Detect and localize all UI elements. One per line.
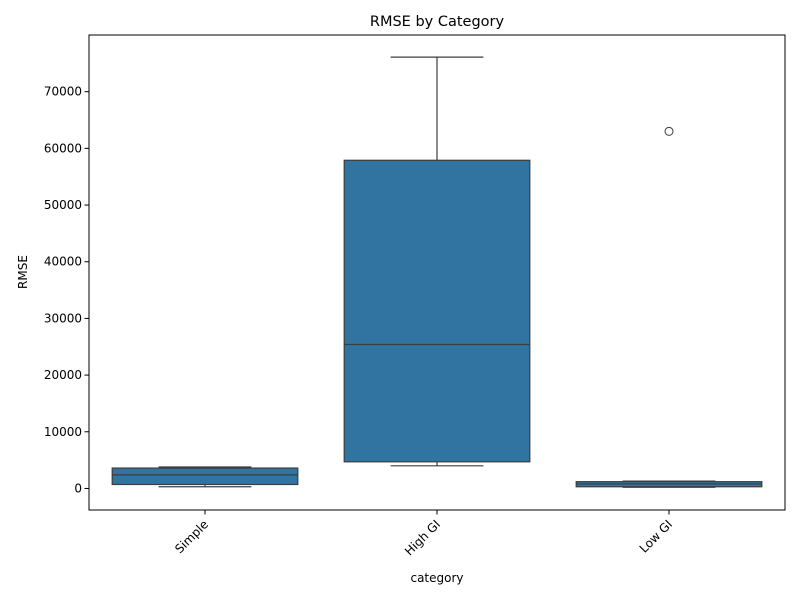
x-tick-label: High GI: [402, 517, 443, 558]
y-axis: 0 10000 20000 30000 40000 50000 60000 70000: [44, 85, 89, 495]
y-tick-label: 60000: [44, 141, 82, 155]
box-high-gi: [343, 56, 531, 467]
y-tick-label: 40000: [44, 255, 82, 269]
y-tick-label: 10000: [44, 425, 82, 439]
y-tick-label: 50000: [44, 198, 82, 212]
plot-area: [111, 56, 763, 488]
y-tick-label: 30000: [44, 311, 82, 325]
x-axis-label: category: [410, 571, 463, 585]
y-axis-label: RMSE: [16, 255, 30, 289]
y-tick-label: 20000: [44, 368, 82, 382]
outlier-point: [664, 126, 674, 136]
x-tick-label: Low GI: [637, 517, 675, 555]
y-tick-label: 70000: [44, 85, 82, 99]
y-tick-label: 0: [74, 481, 82, 495]
iqr-box: [343, 159, 531, 463]
chart-title: RMSE by Category: [370, 14, 505, 30]
x-axis: Simple High GI Low GI: [172, 510, 675, 558]
plot-frame: [88, 34, 786, 511]
box-low-gi: [575, 126, 763, 488]
box-simple: [111, 466, 299, 488]
x-tick-label: Simple: [172, 517, 211, 556]
iqr-box: [111, 467, 299, 486]
